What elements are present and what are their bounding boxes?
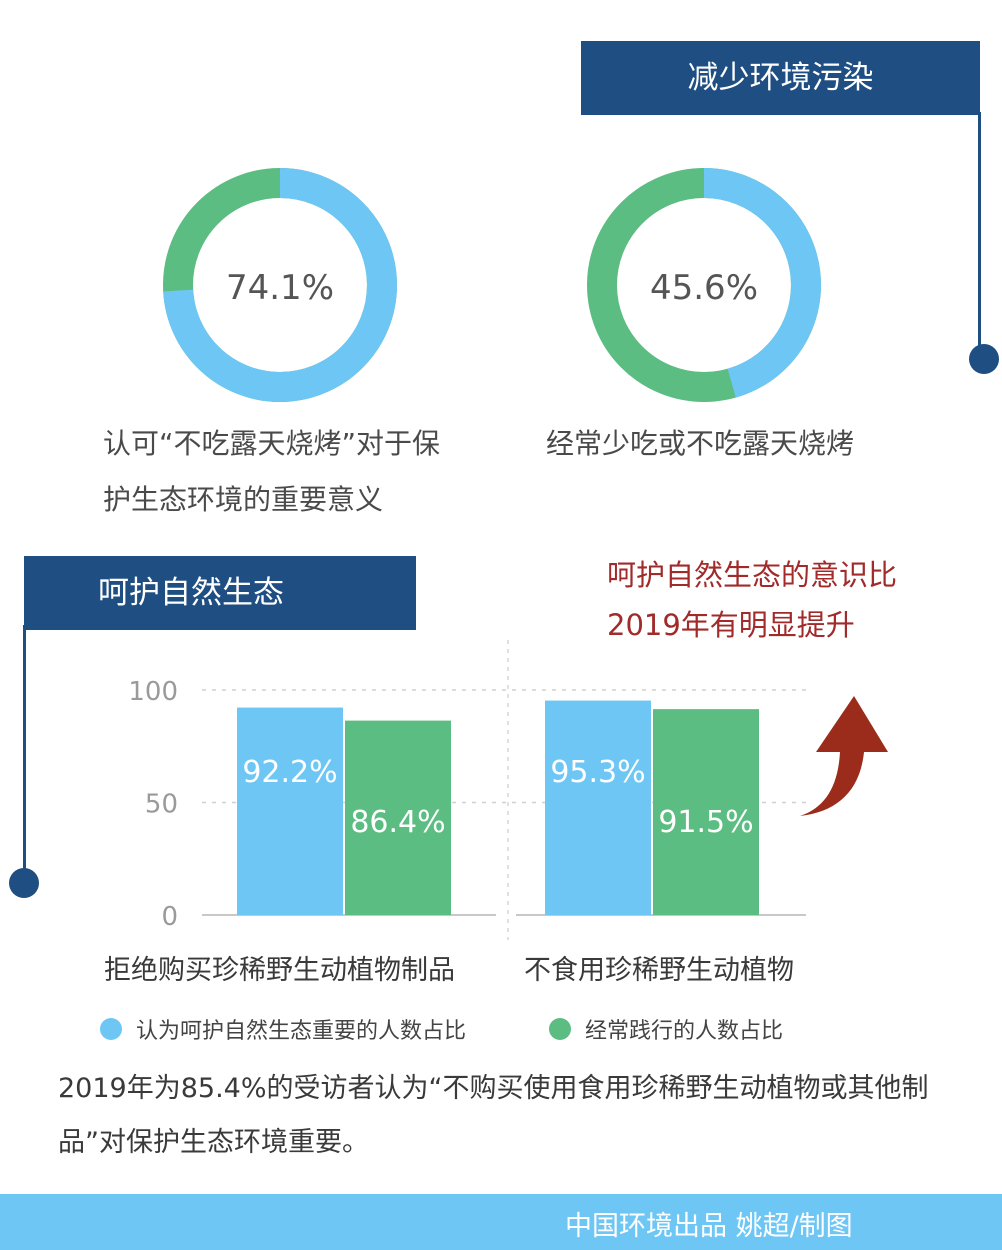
trend-note: 呵护自然生态的意识比 2019年有明显提升 <box>607 556 997 644</box>
legend-label: 经常践行的人数占比 <box>585 1019 784 1044</box>
bar-2-series-1 <box>545 700 651 915</box>
bar-chart: 0 50 100 92.2% 86.4% 95.3% 91.5% <box>128 640 806 940</box>
footer-bar: 中国环境出品 姚超/制图 <box>0 1194 1002 1250</box>
summary-paragraph: 2019年为85.4%的受访者认为“不购买使用食用珍稀野生动植物或其他制品”对保… <box>58 1073 929 1158</box>
bar-1-series-2 <box>345 720 451 915</box>
section-title-protect-nature: 呵护自然生态 <box>24 556 416 630</box>
donut-1-caption-line-2: 护生态环境的重要意义 <box>103 483 384 516</box>
legend-item-series-1: 认为呵护自然生态重要的人数占比 <box>100 1013 466 1045</box>
donut-1-caption-line-1: 认可“不吃露天烧烤”对于保 <box>103 427 441 460</box>
trend-note-line-1: 呵护自然生态的意识比 <box>607 558 898 592</box>
section-connector-line <box>23 625 26 875</box>
y-tick-label: 100 <box>128 677 178 707</box>
section-marker-dot <box>969 344 999 374</box>
y-tick-label: 50 <box>145 790 178 820</box>
section-marker-dot <box>9 868 39 898</box>
bar-1-series-1 <box>237 707 343 915</box>
donut-2-caption: 经常少吃或不吃露天烧烤 <box>546 416 966 472</box>
donut-2-value: 45.6% <box>650 268 758 308</box>
donut-chart-2: 45.6% <box>587 168 821 402</box>
bar-value-label: 91.5% <box>658 805 753 840</box>
y-tick-label: 0 <box>161 902 178 932</box>
category-label-1: 拒绝购买珍稀野生动植物制品 <box>104 955 455 986</box>
donut-2-segment-value <box>587 168 821 402</box>
donut-1-segment-value <box>163 168 397 402</box>
donut-chart-1: 74.1% <box>163 168 397 402</box>
upward-arrow-icon <box>800 696 888 816</box>
donut-1-value: 74.1% <box>226 268 334 308</box>
legend-item-series-2: 经常践行的人数占比 <box>549 1013 783 1045</box>
section-title-reduce-pollution: 减少环境污染 <box>581 41 980 115</box>
category-label-2: 不食用珍稀野生动植物 <box>524 955 794 986</box>
legend-marker <box>549 1018 571 1040</box>
legend-label: 认为呵护自然生态重要的人数占比 <box>136 1019 467 1044</box>
bar-value-label: 95.3% <box>550 755 645 790</box>
donut-1-caption: 认可“不吃露天烧烤”对于保 护生态环境的重要意义 <box>103 416 523 528</box>
donut-2-caption-line-1: 经常少吃或不吃露天烧烤 <box>546 427 855 460</box>
section-connector-line <box>978 112 981 360</box>
bar-2-series-2 <box>653 709 759 915</box>
section-title-text: 呵护自然生态 <box>98 575 284 611</box>
footer-credit: 中国环境出品 姚超/制图 <box>565 1211 853 1242</box>
legend-marker <box>100 1018 122 1040</box>
section-title-text: 减少环境污染 <box>687 60 874 96</box>
bar-value-label: 92.2% <box>242 755 337 790</box>
bar-value-label: 86.4% <box>350 805 445 840</box>
trend-note-line-2: 2019年有明显提升 <box>607 608 855 642</box>
